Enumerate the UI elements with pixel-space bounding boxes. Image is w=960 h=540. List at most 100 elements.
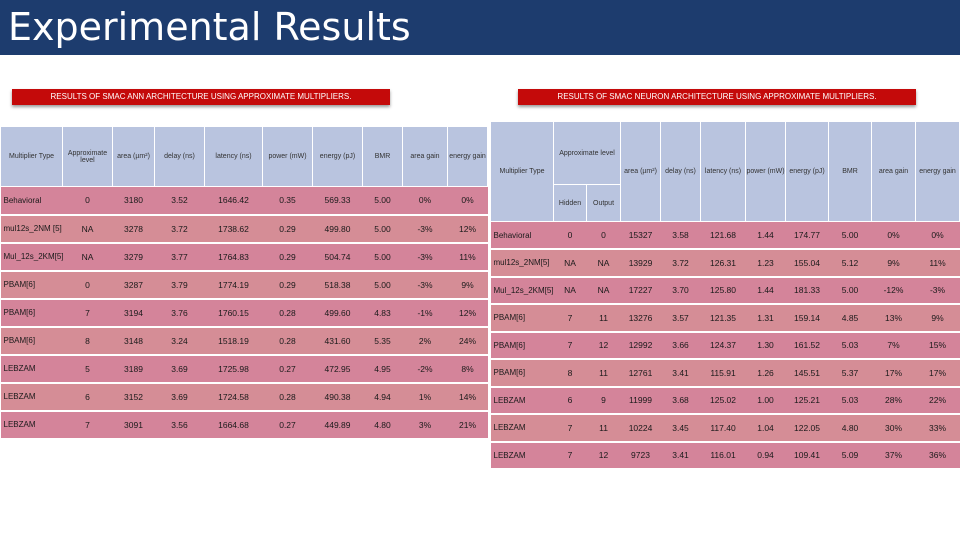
table-row: mul12s_2NM[5] NA NA 13929 3.72 126.31 1.23 155.… — [490, 249, 960, 278]
table-cell: 11 — [586, 414, 621, 443]
table-cell: 6 — [62, 382, 113, 412]
table-row: LEBZAM 6 9 11999 3.68 125.02 1.00 125.21 5.03 28%… — [490, 386, 960, 415]
table-row: Mul_12s_2KM[5] NA 3279 3.77 1764.83 0.29 504.7… — [0, 242, 488, 272]
table-cell: 145.51 — [785, 359, 829, 388]
table-cell: 11999 — [620, 386, 661, 415]
table-cell: 0% — [402, 186, 448, 216]
column-header: Approximate level — [552, 121, 622, 185]
table-cell: 3152 — [112, 382, 155, 412]
table-cell: 1774.19 — [204, 270, 263, 300]
table-cell: 518.38 — [312, 270, 363, 300]
multiplier-type-cell: PBAM[6] — [0, 326, 63, 356]
table-cell: 121.35 — [700, 304, 746, 333]
table-cell: 126.31 — [700, 249, 746, 278]
multiplier-type-cell: Mul_12s_2KM[5] — [0, 242, 63, 272]
table-cell: 37% — [871, 441, 916, 470]
table-cell: 5.09 — [828, 441, 872, 470]
table-cell: 11% — [447, 242, 488, 272]
table-cell: 36% — [915, 441, 960, 470]
table-cell: NA — [62, 214, 113, 244]
multiplier-type-cell: PBAM[6] — [490, 359, 554, 388]
table-cell: 1.23 — [745, 249, 786, 278]
table-cell: 3.45 — [660, 414, 701, 443]
table-cell: 3.72 — [154, 214, 205, 244]
table-cell: 4.95 — [362, 354, 403, 384]
table-cell: 17% — [915, 359, 960, 388]
table-cell: 0 — [586, 221, 621, 250]
table-cell: 1764.83 — [204, 242, 263, 272]
table-cell: 0.28 — [262, 382, 313, 412]
table-cell: 15% — [915, 331, 960, 360]
column-header: energy (pJ) — [312, 126, 363, 187]
table-cell: 9723 — [620, 441, 661, 470]
table-cell: 1518.19 — [204, 326, 263, 356]
table-cell: 117.40 — [700, 414, 746, 443]
table-cell: 12% — [447, 214, 488, 244]
table-cell: 125.02 — [700, 386, 746, 415]
table-cell: 5.37 — [828, 359, 872, 388]
table-cell: 116.01 — [700, 441, 746, 470]
table-cell: 5.00 — [828, 221, 872, 250]
multiplier-type-cell: Behavioral — [490, 221, 554, 250]
multiplier-type-cell: Mul_12s_2KM[5] — [490, 276, 554, 305]
column-header: area (µm²) — [112, 126, 155, 187]
table-cell: 3.72 — [660, 249, 701, 278]
table-cell: -3% — [402, 242, 448, 272]
table-row: mul12s_2NM [5] NA 3278 3.72 1738.62 0.29 499.8… — [0, 214, 488, 244]
table-cell: 15327 — [620, 221, 661, 250]
multiplier-type-cell: LEBZAM — [490, 386, 554, 415]
table-cell: NA — [586, 249, 621, 278]
table-cell: 3.56 — [154, 410, 205, 440]
table-cell: 10224 — [620, 414, 661, 443]
table-cell: 4.80 — [362, 410, 403, 440]
table-cell: 490.38 — [312, 382, 363, 412]
table-cell: 0.27 — [262, 354, 313, 384]
table-cell: 3.76 — [154, 298, 205, 328]
table-cell: 155.04 — [785, 249, 829, 278]
column-header: Multiplier Type — [0, 126, 63, 187]
column-header: area gain — [402, 126, 448, 187]
column-header: latency (ns) — [700, 121, 747, 222]
table-cell: 5.00 — [362, 214, 403, 244]
table-cell: 17% — [871, 359, 916, 388]
multiplier-type-cell: PBAM[6] — [490, 331, 554, 360]
table-cell: 1646.42 — [204, 186, 263, 216]
column-header: BMR — [362, 126, 403, 187]
table-row: LEBZAM 7 11 10224 3.45 117.40 1.04 122.05 4.80 30… — [490, 414, 960, 443]
table-cell: 122.05 — [785, 414, 829, 443]
table-cell: 3.79 — [154, 270, 205, 300]
table-cell: -3% — [402, 214, 448, 244]
column-header: area gain — [871, 121, 917, 222]
table-cell: 22% — [915, 386, 960, 415]
table-cell: 449.89 — [312, 410, 363, 440]
table-cell: 13% — [871, 304, 916, 333]
table-cell: 504.74 — [312, 242, 363, 272]
table-cell: 11% — [915, 249, 960, 278]
table-cell: 115.91 — [700, 359, 746, 388]
multiplier-type-cell: Behavioral — [0, 186, 63, 216]
table-cell: 0.29 — [262, 270, 313, 300]
table-cell: 109.41 — [785, 441, 829, 470]
table-cell: 5.00 — [362, 270, 403, 300]
table-cell: 1725.98 — [204, 354, 263, 384]
column-header: energy gain — [915, 121, 960, 222]
table-cell: 3% — [402, 410, 448, 440]
table-cell: 9 — [586, 386, 621, 415]
table-cell: 4.85 — [828, 304, 872, 333]
table-header-row: Multiplier Type Approximate level area (… — [490, 121, 960, 222]
table-cell: 8 — [553, 359, 587, 388]
table-cell: 12 — [586, 441, 621, 470]
ann-table-body: Behavioral 0 3180 3.52 1646.42 0.35 569.33 5.00… — [0, 186, 488, 440]
table-cell: 9% — [447, 270, 488, 300]
table-cell: 0.29 — [262, 242, 313, 272]
table-cell: 7 — [553, 304, 587, 333]
table-cell: 0 — [62, 270, 113, 300]
column-header: BMR — [828, 121, 873, 222]
table-cell: 7% — [871, 331, 916, 360]
table-cell: 5.03 — [828, 331, 872, 360]
table-cell: 3278 — [112, 214, 155, 244]
column-header: energy gain — [447, 126, 488, 187]
multiplier-type-cell: PBAM[6] — [490, 304, 554, 333]
multiplier-type-cell: LEBZAM — [0, 382, 63, 412]
table-cell: 5.12 — [828, 249, 872, 278]
